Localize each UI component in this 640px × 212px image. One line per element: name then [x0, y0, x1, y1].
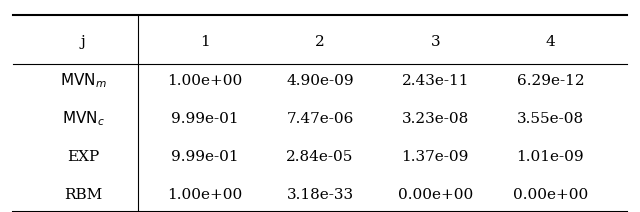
Text: 1: 1 [200, 35, 210, 49]
Text: 3.23e-08: 3.23e-08 [401, 112, 469, 126]
Text: 1.00e+00: 1.00e+00 [167, 74, 243, 88]
Text: 9.99e-01: 9.99e-01 [171, 112, 239, 126]
Text: 4.90e-09: 4.90e-09 [286, 74, 354, 88]
Text: 2.43e-11: 2.43e-11 [401, 74, 469, 88]
Text: 1.01e-09: 1.01e-09 [516, 150, 584, 164]
Text: 3.18e-33: 3.18e-33 [287, 188, 353, 202]
Text: EXP: EXP [67, 150, 99, 164]
Text: 2: 2 [315, 35, 325, 49]
Text: 1.00e+00: 1.00e+00 [167, 188, 243, 202]
Text: j: j [81, 35, 86, 49]
Text: 3: 3 [430, 35, 440, 49]
Text: $\mathrm{MVN}_{c}$: $\mathrm{MVN}_{c}$ [62, 109, 104, 128]
Text: RBM: RBM [64, 188, 102, 202]
Text: 1.37e-09: 1.37e-09 [401, 150, 469, 164]
Text: 3.55e-08: 3.55e-08 [517, 112, 584, 126]
Text: 4: 4 [545, 35, 556, 49]
Text: 0.00e+00: 0.00e+00 [397, 188, 473, 202]
Text: 0.00e+00: 0.00e+00 [513, 188, 588, 202]
Text: 2.84e-05: 2.84e-05 [286, 150, 354, 164]
Text: 7.47e-06: 7.47e-06 [286, 112, 354, 126]
Text: 6.29e-12: 6.29e-12 [516, 74, 584, 88]
Text: 9.99e-01: 9.99e-01 [171, 150, 239, 164]
Text: $\mathrm{MVN}_{m}$: $\mathrm{MVN}_{m}$ [60, 71, 107, 90]
